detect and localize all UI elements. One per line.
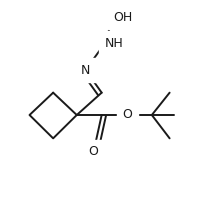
- Text: O: O: [89, 145, 99, 158]
- Text: O: O: [123, 109, 132, 122]
- Text: OH: OH: [113, 11, 132, 24]
- Text: NH: NH: [105, 37, 124, 50]
- Text: N: N: [81, 64, 90, 76]
